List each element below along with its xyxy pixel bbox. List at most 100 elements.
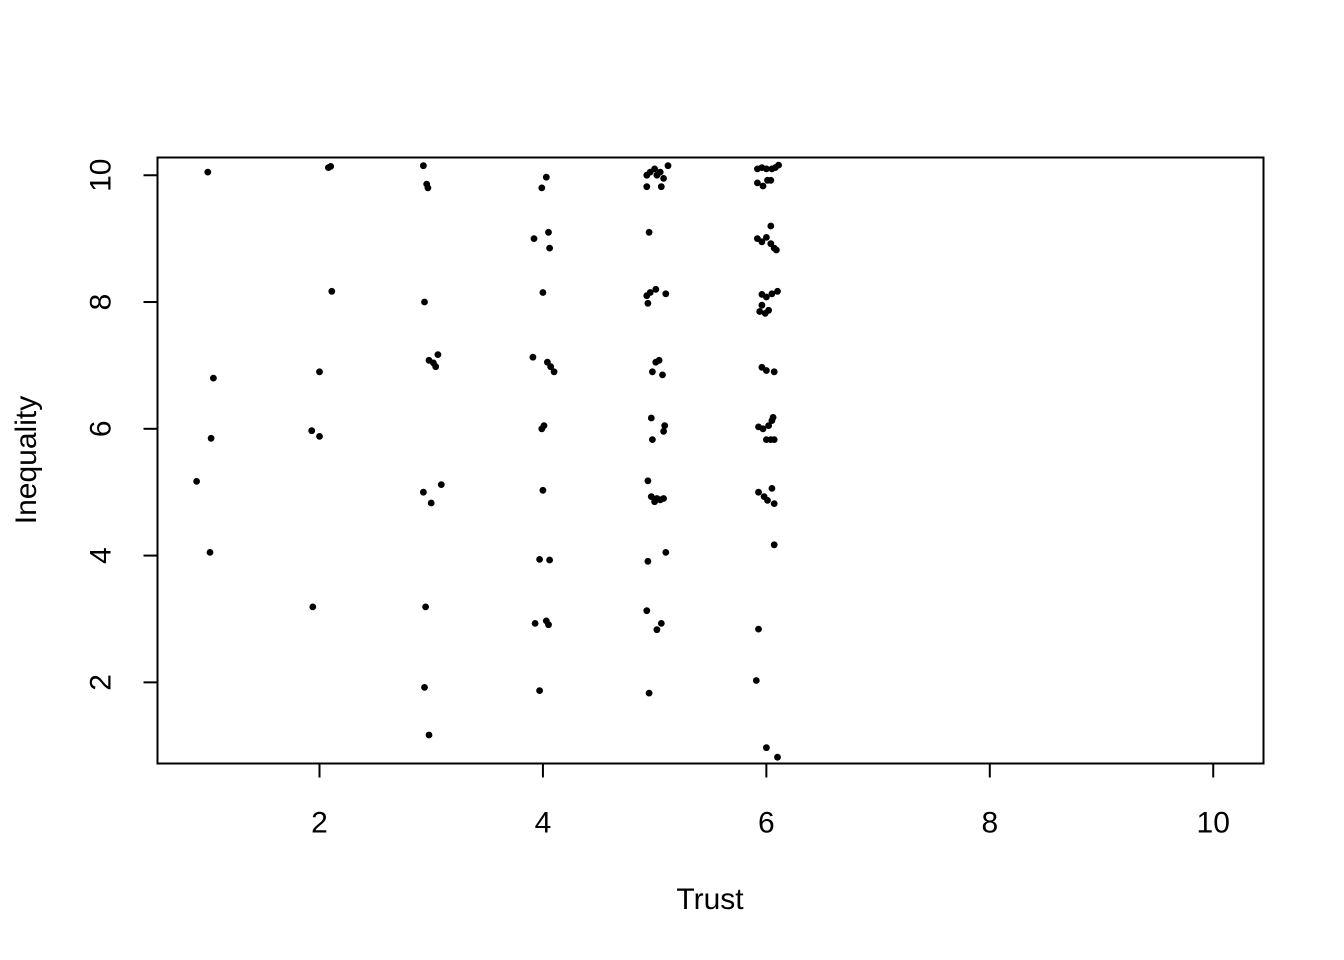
data-point — [316, 368, 323, 376]
data-point — [536, 687, 543, 694]
data-point — [770, 500, 778, 507]
data-point — [530, 235, 538, 243]
data-point — [424, 184, 432, 192]
x-tick-label: 4 — [535, 807, 552, 840]
x-tick-label: 10 — [1197, 807, 1230, 840]
data-point — [206, 549, 214, 556]
data-point — [765, 422, 772, 429]
data-point — [756, 308, 764, 315]
data-point — [759, 182, 767, 190]
data-point — [653, 626, 661, 634]
data-point — [763, 165, 770, 173]
data-point — [328, 287, 336, 295]
x-axis-title: Trust — [676, 883, 744, 916]
data-point — [773, 246, 780, 254]
data-point — [767, 176, 775, 184]
data-point — [652, 285, 660, 293]
y-tick-label: 8 — [85, 294, 118, 311]
data-point — [662, 290, 670, 298]
data-point — [646, 289, 654, 296]
data-point — [763, 744, 770, 752]
data-point — [647, 493, 655, 500]
data-point — [662, 549, 670, 556]
x-tick-label: 8 — [981, 807, 998, 840]
plot-box — [156, 156, 1265, 765]
data-point — [755, 625, 762, 633]
data-point — [434, 351, 442, 358]
data-point — [643, 183, 651, 191]
x-axis: 2 4 6 8 10 — [311, 763, 1230, 840]
data-point — [550, 368, 558, 376]
data-point — [645, 228, 653, 236]
data-point — [546, 556, 553, 564]
data-point — [769, 414, 777, 421]
y-tick-label: 10 — [85, 159, 118, 192]
data-point — [660, 427, 667, 435]
data-point — [540, 422, 548, 429]
data-point — [775, 161, 782, 169]
data-point — [774, 753, 781, 761]
data-point — [649, 368, 656, 376]
y-axis-title: Inequality — [10, 396, 43, 524]
data-point — [660, 175, 667, 182]
data-point — [664, 162, 672, 170]
data-point — [774, 287, 781, 295]
data-point — [770, 436, 778, 443]
data-point — [644, 557, 652, 565]
data-point — [538, 184, 546, 192]
data-point — [531, 620, 539, 627]
data-point — [432, 363, 440, 371]
data-point — [421, 298, 428, 306]
data-point — [547, 363, 555, 371]
data-point — [437, 481, 445, 488]
x-tick-label: 2 — [311, 807, 328, 840]
data-point — [763, 293, 770, 301]
data-point — [651, 165, 658, 173]
data-point — [420, 162, 427, 170]
data-point — [309, 603, 317, 611]
data-point — [542, 173, 550, 181]
y-tick-label: 2 — [85, 674, 118, 691]
data-point — [770, 368, 778, 376]
data-point — [308, 427, 316, 435]
data-point — [754, 179, 761, 187]
y-tick-label: 4 — [85, 547, 118, 564]
data-point — [421, 684, 428, 691]
data-point — [643, 607, 651, 615]
data-point — [763, 367, 770, 374]
data-point — [529, 353, 537, 361]
data-point — [655, 356, 663, 364]
data-point — [539, 486, 547, 494]
data-point — [536, 556, 543, 563]
data-point — [758, 301, 766, 309]
data-point — [767, 222, 775, 230]
data-point — [545, 621, 552, 629]
data-point — [645, 689, 653, 697]
data-point — [327, 163, 335, 170]
data-point — [758, 238, 766, 246]
data-points — [193, 161, 782, 761]
data-point — [752, 677, 760, 684]
data-point — [422, 603, 429, 611]
data-point — [657, 183, 665, 191]
data-point — [210, 374, 217, 382]
data-point — [546, 244, 553, 252]
y-tick-label: 6 — [85, 420, 118, 437]
data-point — [539, 289, 547, 296]
data-point — [770, 541, 778, 549]
data-point — [763, 234, 770, 241]
data-point — [759, 425, 767, 433]
data-point — [755, 488, 762, 496]
data-point — [764, 497, 771, 504]
y-axis: 2 4 6 8 10 — [85, 159, 158, 691]
data-point — [768, 290, 776, 298]
data-point — [765, 306, 772, 314]
data-point — [660, 495, 667, 502]
data-point — [193, 478, 201, 485]
data-point — [204, 168, 212, 176]
data-point — [661, 422, 669, 429]
data-point — [644, 477, 652, 485]
data-point — [768, 485, 776, 492]
data-point — [425, 731, 433, 739]
data-point — [427, 499, 435, 507]
